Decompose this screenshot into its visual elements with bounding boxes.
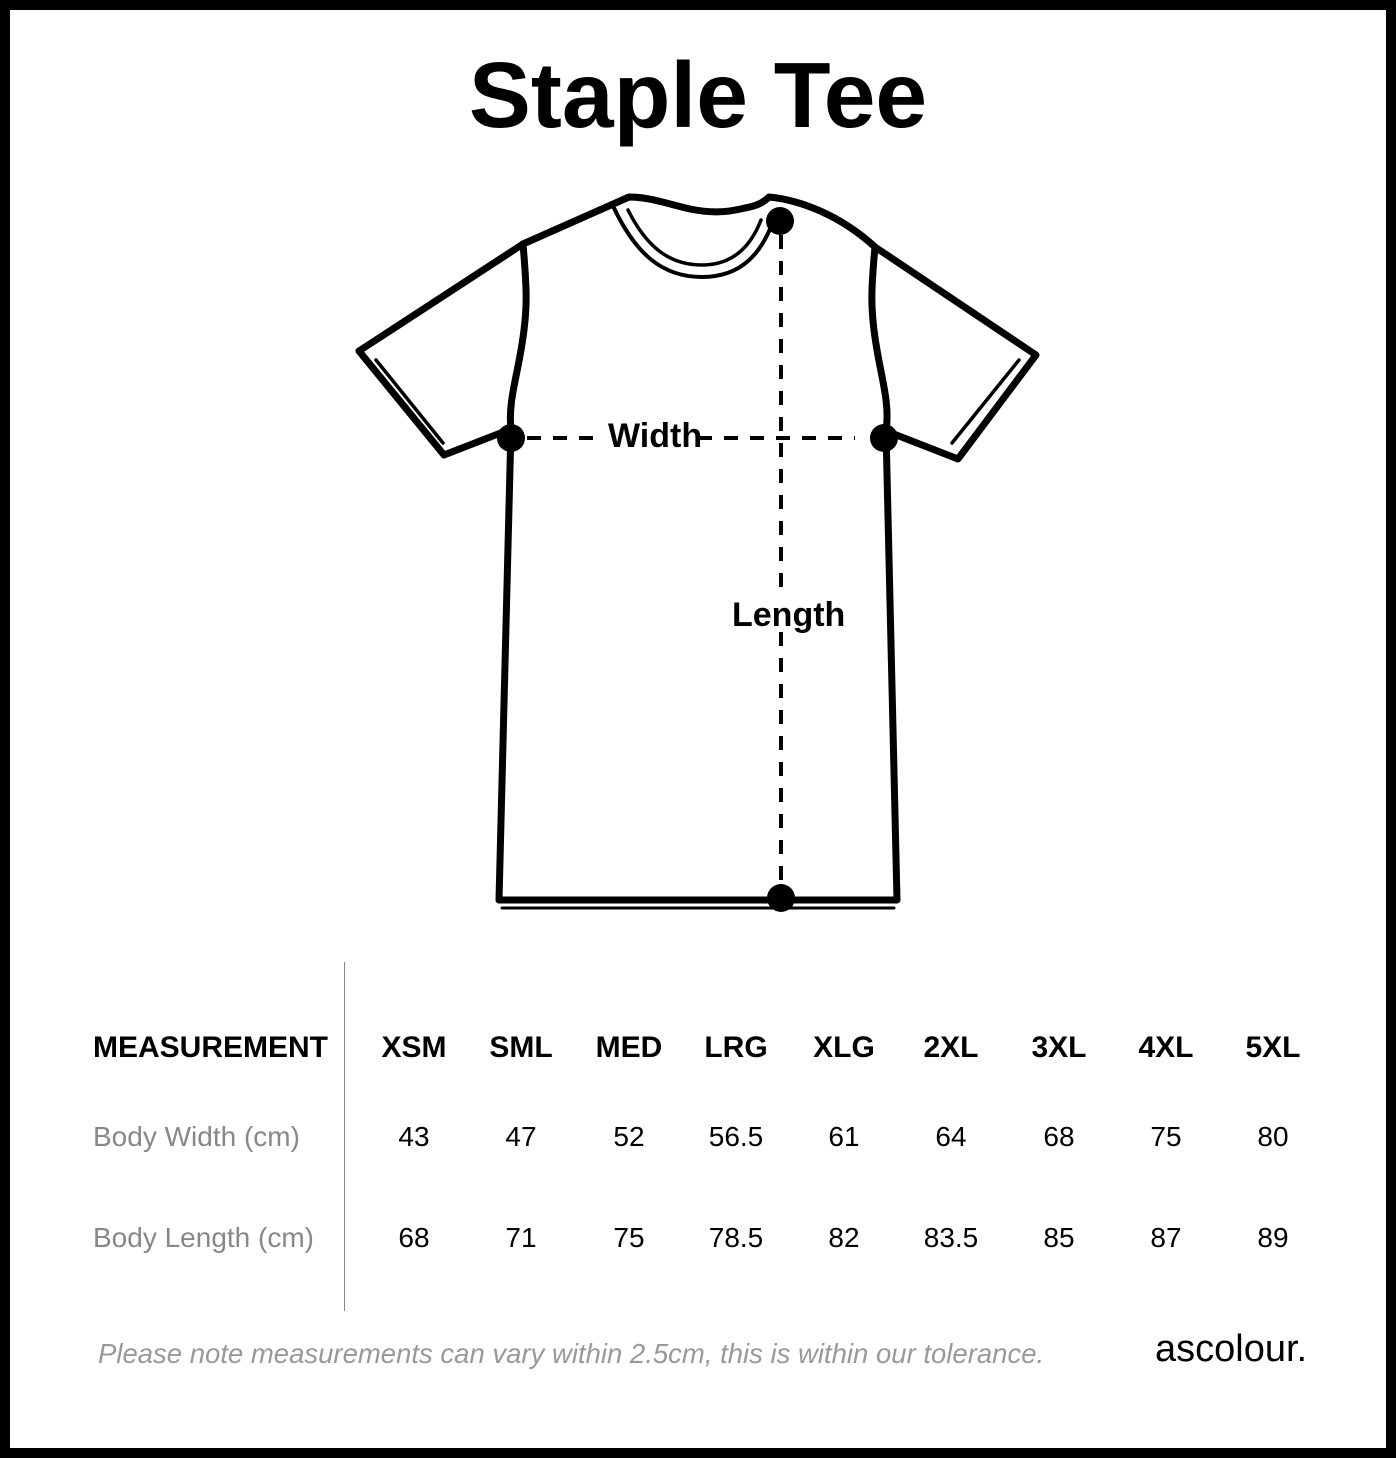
svg-text:Length: Length [732, 596, 845, 634]
svg-text:Width: Width [608, 417, 702, 455]
